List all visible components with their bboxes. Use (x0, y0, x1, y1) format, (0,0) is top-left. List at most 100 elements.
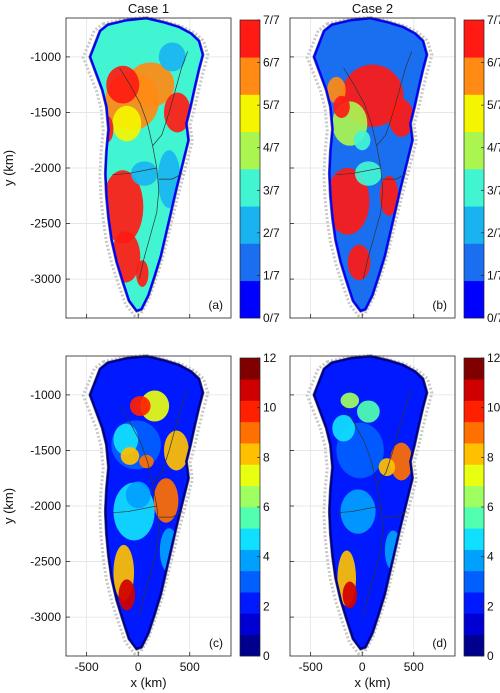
colorbar-swatch (464, 464, 484, 487)
heat-region (378, 458, 396, 476)
colorbar-swatch (464, 57, 484, 95)
heat-region (136, 260, 149, 287)
colorbar-tick-label: 2/7 (263, 226, 280, 240)
panel-label: (a) (208, 298, 223, 312)
heat-region (326, 168, 370, 235)
x-tick-label: 0 (359, 660, 366, 674)
colorbar-frame (239, 19, 261, 319)
coastline (312, 354, 429, 651)
colorbar-swatch (464, 94, 484, 133)
ice-divide (112, 505, 157, 514)
heat-region (120, 447, 140, 465)
heat-region (333, 95, 350, 118)
colorbar-swatch (464, 379, 484, 401)
coastline (312, 16, 429, 313)
colorbar-swatch (464, 280, 484, 319)
colorbar-tick-label: 6 (487, 500, 494, 514)
panel-d: -500 0 500 x (km) (d) 0 2 4 6 8 10 12 (289, 351, 500, 690)
ice-divide (152, 389, 189, 485)
y-axis-label: y (km) (1, 488, 16, 524)
y-tick-label: -2000 (30, 161, 61, 175)
y-tick-label: -2500 (30, 217, 61, 231)
colorbar-swatch (240, 464, 260, 487)
x-tick-label: -500 (75, 660, 99, 674)
x-tick-label: 500 (404, 660, 424, 674)
heat-region (125, 481, 151, 509)
colorbar-tick-label: 12 (263, 351, 277, 365)
heat-field (88, 354, 205, 651)
colorbar-tick-label: 12 (487, 351, 500, 365)
colorbar-tick-label: 3/7 (487, 183, 500, 197)
panel-a: -1000 -1500 -2000 -2500 -3000 y (km) Case 1 (a)… (1, 1, 280, 325)
colorbar-frame (463, 19, 485, 319)
heat-region (342, 581, 358, 609)
heat-region (389, 99, 414, 137)
ice-divide (158, 173, 183, 180)
ice-divide (382, 511, 407, 518)
heat-region (332, 414, 355, 442)
x-tick-label: 500 (180, 660, 200, 674)
panel-title: Case 2 (352, 1, 393, 16)
colorbar-swatch (240, 443, 260, 465)
coastline-halo (81, 15, 210, 318)
colorbar-swatch (240, 570, 260, 593)
panel-c: -500 0 500 -1000 -1500 -2000 -2500 -3000 x (km) y… (1, 351, 277, 690)
colorbar-swatch (240, 528, 260, 550)
colorbar-swatch (240, 634, 260, 657)
colorbar-swatch (464, 570, 484, 593)
x-tick-label: -500 (299, 660, 323, 674)
colorbar-swatch (464, 549, 484, 572)
colorbar-swatch (240, 206, 260, 244)
coastline-halo (81, 353, 210, 656)
ice-divide (336, 167, 381, 176)
colorbar-tick-label: 6 (263, 500, 270, 514)
heat-region (379, 175, 399, 216)
colorbar-tick-label: 6/7 (487, 56, 500, 70)
colorbar-tick-label: 2 (263, 599, 270, 613)
heat-region (130, 161, 158, 186)
colorbar-swatch (464, 169, 484, 207)
colorbar-swatch (240, 131, 260, 170)
colorbar: 0 2 4 6 8 10 12 (463, 351, 500, 663)
heat-region (353, 130, 371, 151)
panel-b: Case 2 (b) 0/7 1/7 2/7 3/7 4/7 5/7 6/7 7/7 (289, 1, 500, 325)
heat-region (140, 390, 170, 422)
colorbar-tick-label: 0 (487, 649, 494, 663)
heat-region (106, 65, 140, 104)
coastline (88, 16, 205, 313)
colorbar-swatch (464, 400, 484, 423)
colorbar-swatch (240, 421, 260, 444)
y-tick-label: -1000 (30, 50, 61, 64)
heat-region (113, 423, 139, 455)
heat-region (357, 400, 380, 423)
ice-divide (112, 167, 157, 176)
heat-region (102, 170, 144, 244)
colorbar-tick-label: 8 (487, 450, 494, 464)
colorbar-tick-label: 10 (487, 401, 500, 415)
colorbar-swatch (464, 358, 484, 380)
heat-region (163, 92, 191, 133)
colorbar-swatch (240, 20, 260, 58)
colorbar-swatch (464, 485, 484, 508)
colorbar-swatch (240, 94, 260, 133)
coastline (88, 354, 205, 651)
colorbar-swatch (240, 280, 260, 319)
colorbar-swatch (240, 613, 260, 636)
heat-region (112, 105, 142, 142)
colorbar-tick-label: 0 (263, 649, 270, 663)
y-tick-label: -1500 (30, 443, 61, 457)
colorbar-tick-label: 1/7 (263, 268, 280, 282)
ice-divide (376, 51, 413, 147)
colorbar-tick-label: 3/7 (263, 183, 280, 197)
x-tick-label: 0 (135, 660, 142, 674)
colorbar-swatch (464, 634, 484, 657)
colorbar-swatch (240, 169, 260, 207)
colorbar-swatch (464, 528, 484, 550)
heat-region (139, 454, 154, 469)
colorbar: 0/7 1/7 2/7 3/7 4/7 5/7 6/7 7/7 (463, 13, 500, 325)
colorbar-swatch (464, 20, 484, 58)
colorbar-tick-label: 0/7 (487, 311, 500, 325)
colorbar: 0/7 1/7 2/7 3/7 4/7 5/7 6/7 7/7 (239, 13, 280, 325)
y-tick-label: -2000 (30, 499, 61, 513)
